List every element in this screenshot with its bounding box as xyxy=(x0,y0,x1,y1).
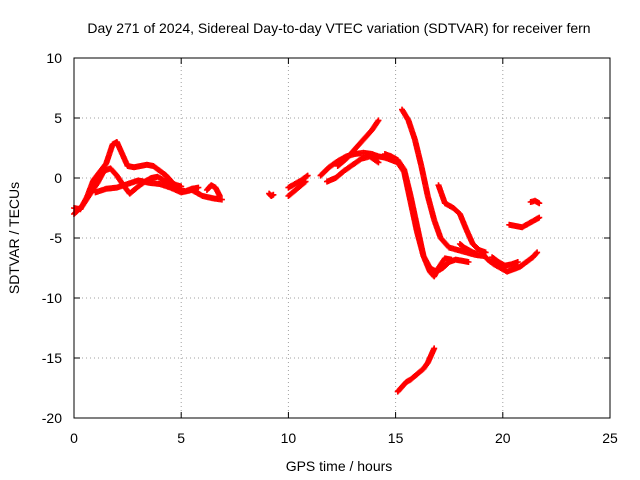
series-trace-15 xyxy=(489,254,521,269)
data-point xyxy=(375,159,382,166)
series-trace-5 xyxy=(266,190,277,199)
data-point xyxy=(218,196,225,203)
grid-lines xyxy=(74,58,610,418)
series-trace-11 xyxy=(381,151,455,280)
data-point xyxy=(536,214,543,221)
y-tick-label: 5 xyxy=(54,110,62,126)
x-tick-label: 10 xyxy=(281,430,297,446)
series-trace-3 xyxy=(92,177,225,203)
y-tick-label: -15 xyxy=(42,350,62,366)
data-point xyxy=(533,250,540,257)
x-tick-label: 0 xyxy=(70,430,78,446)
data-point xyxy=(534,249,541,256)
data-points xyxy=(71,106,543,395)
data-point xyxy=(270,191,277,198)
x-tick-label: 15 xyxy=(388,430,404,446)
data-point xyxy=(216,193,223,199)
data-point xyxy=(536,200,543,207)
x-tick-label: 20 xyxy=(495,430,511,446)
series-trace-9 xyxy=(323,153,382,185)
plot-frame xyxy=(73,57,611,419)
y-tick-label: -20 xyxy=(42,410,62,426)
chart-title: Day 271 of 2024, Sidereal Day-to-day VTE… xyxy=(87,20,590,36)
x-axis-label: GPS time / hours xyxy=(286,458,393,474)
data-point xyxy=(514,259,521,265)
x-tick-label: 25 xyxy=(602,430,618,446)
data-point xyxy=(431,345,438,352)
series-trace-10 xyxy=(334,117,382,169)
series-trace-12 xyxy=(399,106,487,259)
y-tick-label: -10 xyxy=(42,290,62,306)
data-point xyxy=(195,184,202,191)
series-trace-16 xyxy=(506,214,543,231)
y-axis-label: SDTVAR / TECUs xyxy=(6,182,22,294)
data-point xyxy=(465,259,472,265)
data-point xyxy=(375,117,382,124)
series-trace-17 xyxy=(527,197,543,207)
series-trace-7 xyxy=(285,172,311,191)
series-trace-4 xyxy=(203,182,223,199)
y-tick-label: 10 xyxy=(46,50,62,66)
data-point xyxy=(178,183,185,190)
data-point xyxy=(448,256,455,263)
series-trace-13 xyxy=(435,182,489,256)
data-point xyxy=(304,172,311,179)
data-point xyxy=(474,250,481,257)
series-trace-18 xyxy=(456,241,481,257)
y-tick-label: -5 xyxy=(50,230,63,246)
y-tick-label: 0 xyxy=(54,170,62,186)
x-tick-label: 5 xyxy=(177,430,185,446)
series-trace-19 xyxy=(394,345,438,395)
